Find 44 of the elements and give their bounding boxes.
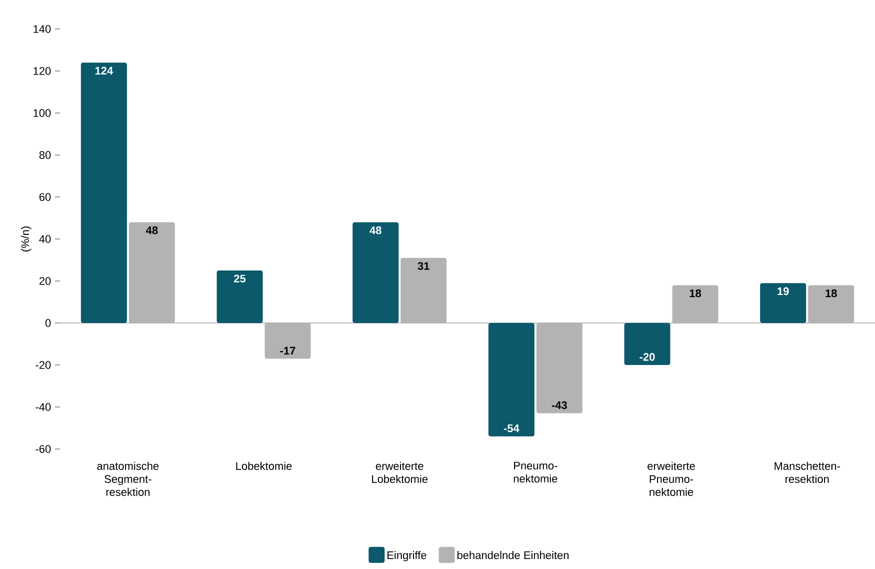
data-label: 25 xyxy=(234,274,246,282)
data-label: 18 xyxy=(690,289,702,298)
data-label: 19 xyxy=(778,287,789,296)
y-axis-title: (%/n) xyxy=(21,226,32,252)
bar xyxy=(488,322,534,436)
x-tick-label: erweiterte Pneumo- nektomie xyxy=(648,462,695,496)
bar xyxy=(536,322,582,414)
legend-label: Eingriffe xyxy=(388,551,426,562)
y-tick-label: -60 xyxy=(36,445,51,453)
data-label: -17 xyxy=(280,346,296,354)
bar xyxy=(760,283,806,323)
data-label: -54 xyxy=(504,424,520,432)
bar xyxy=(352,222,399,323)
data-label: 48 xyxy=(146,226,158,234)
y-tick-label: 140 xyxy=(34,25,51,33)
x-tick-label: Pneumo- nektomie xyxy=(514,462,558,483)
data-label: 18 xyxy=(826,289,837,298)
x-tick-label: Manschetten- resektion xyxy=(774,462,840,483)
data-label: -43 xyxy=(552,401,567,410)
data-label: -20 xyxy=(640,353,655,361)
y-tick-label: 60 xyxy=(39,193,51,201)
bar xyxy=(400,258,447,323)
bar xyxy=(672,285,718,323)
y-tick-label: -40 xyxy=(36,403,51,411)
bar xyxy=(128,222,175,323)
y-tick-label: 0 xyxy=(45,319,51,327)
y-tick-label: -20 xyxy=(36,361,51,369)
bar xyxy=(216,270,263,323)
y-tick-label: 120 xyxy=(34,67,51,75)
x-tick-label: Lobektomie xyxy=(236,462,292,470)
legend-label: behandelnde Einheiten xyxy=(457,551,569,560)
y-tick-label: 80 xyxy=(39,151,51,159)
bar xyxy=(264,322,311,359)
y-tick-label: 40 xyxy=(39,235,51,243)
x-tick-label: anatomische Segment- resektion xyxy=(97,462,159,496)
data-label: 124 xyxy=(95,66,114,74)
bar xyxy=(80,62,127,323)
bar xyxy=(808,285,854,323)
data-label: 31 xyxy=(418,262,430,270)
bar xyxy=(624,322,670,365)
data-label: 48 xyxy=(370,226,382,234)
y-tick-label: 20 xyxy=(39,277,51,285)
x-tick-label: erweiterte Lobektomie xyxy=(372,462,428,483)
y-tick-label: 100 xyxy=(34,109,51,117)
